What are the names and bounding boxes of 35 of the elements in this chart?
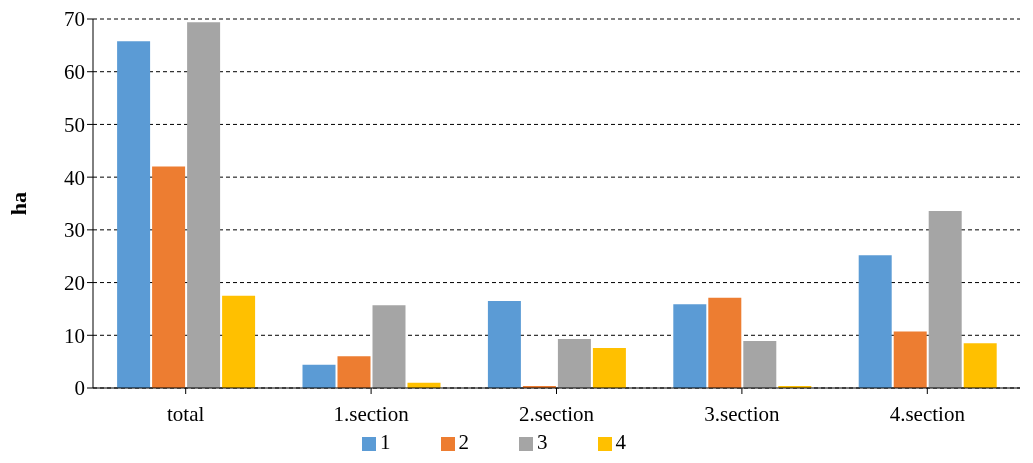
bar <box>673 304 707 388</box>
y-axis-title: ha <box>5 191 31 216</box>
legend-label: 2 <box>458 430 469 454</box>
y-tick-label: 30 <box>64 218 85 243</box>
bar <box>858 255 892 388</box>
bar <box>893 331 927 388</box>
x-tick-label: total <box>167 401 205 426</box>
y-tick-label: 50 <box>64 112 85 137</box>
bar <box>337 356 371 388</box>
x-tick-label: 4.section <box>889 401 966 426</box>
y-tick-label: 10 <box>64 323 85 348</box>
bar <box>302 364 336 388</box>
legend-label: 1 <box>380 430 391 454</box>
x-tick-label: 3.section <box>704 401 781 426</box>
bar <box>928 210 962 388</box>
bar <box>222 295 256 388</box>
bar <box>743 341 777 388</box>
legend-label: 4 <box>615 430 626 454</box>
bar <box>152 166 186 388</box>
x-tick-label: 2.section <box>518 401 595 426</box>
bar <box>117 41 151 388</box>
bar <box>557 338 591 388</box>
y-tick-label: 0 <box>74 376 85 401</box>
y-tick-label: 20 <box>64 271 85 296</box>
bar <box>592 347 626 388</box>
x-tick-label: 1.section <box>333 401 410 426</box>
bar <box>372 305 406 388</box>
y-tick-label: 60 <box>64 60 85 85</box>
bar <box>708 297 742 388</box>
legend-label: 3 <box>537 430 548 454</box>
y-tick-label: 40 <box>64 165 85 190</box>
bar <box>187 22 221 388</box>
bar <box>963 343 997 388</box>
y-tick-label: 70 <box>64 7 85 32</box>
bar <box>487 301 521 388</box>
